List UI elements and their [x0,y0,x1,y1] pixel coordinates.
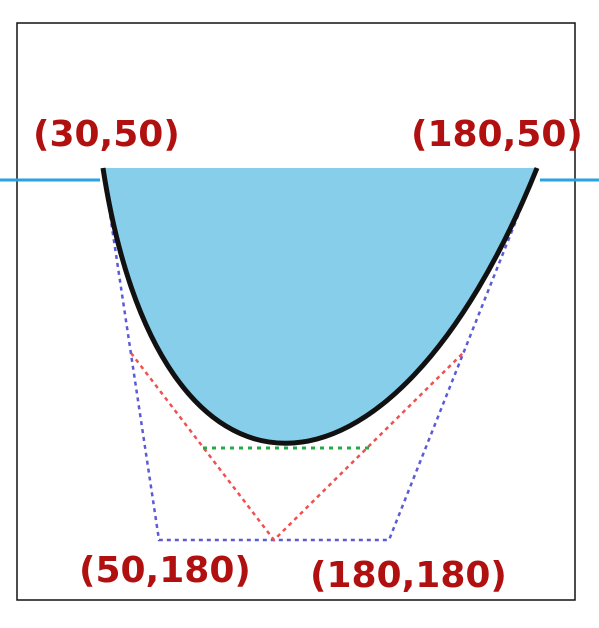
construction-lines [130,352,464,542]
curve-fill-region [103,168,537,444]
label-bottom-left: (50,180) [79,550,251,591]
label-top-right: (180,50) [411,114,583,155]
bezier-curve [100,167,540,446]
diagram-frame [16,22,576,601]
label-top-left: (30,50) [33,114,180,155]
label-bottom-right: (180,180) [310,555,507,596]
